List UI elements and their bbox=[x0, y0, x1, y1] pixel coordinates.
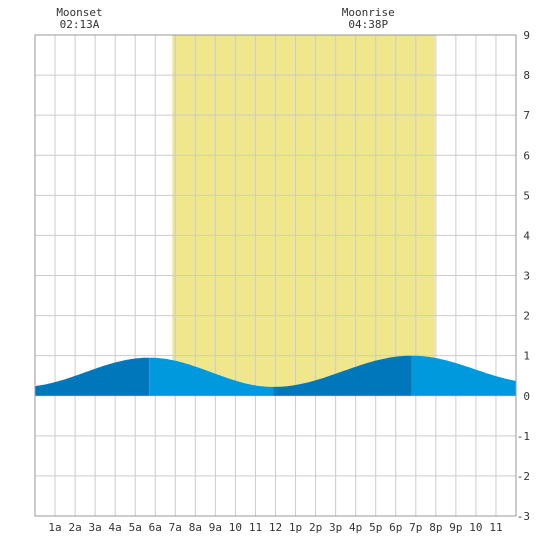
y-tick-label: 8 bbox=[523, 69, 530, 82]
y-tick-label: -2 bbox=[517, 470, 530, 483]
x-tick-label: 10 bbox=[229, 521, 242, 534]
y-tick-labels: -3 -2 -1 0 1 2 3 4 5 6 7 8 9 bbox=[517, 29, 531, 523]
x-tick-label: 5a bbox=[129, 521, 142, 534]
y-tick-label: 3 bbox=[523, 270, 530, 283]
x-tick-label: 12 bbox=[269, 521, 282, 534]
x-tick-label: 9a bbox=[209, 521, 222, 534]
tide-area-rising bbox=[35, 357, 150, 396]
x-tick-label: 7p bbox=[409, 521, 422, 534]
tide-area-falling bbox=[149, 357, 274, 396]
x-tick-label: 6a bbox=[149, 521, 162, 534]
moon-event-time: 02:13A bbox=[60, 18, 100, 31]
moon-event-label: Moonset bbox=[56, 6, 102, 19]
y-tick-label: 7 bbox=[523, 109, 530, 122]
y-tick-label: 1 bbox=[523, 350, 530, 363]
y-tick-label: 2 bbox=[523, 310, 530, 323]
y-tick-label: -1 bbox=[517, 430, 530, 443]
daylight-band-layer bbox=[172, 35, 435, 396]
y-tick-label: 4 bbox=[523, 229, 530, 242]
x-tick-label: 5p bbox=[369, 521, 382, 534]
y-tick-label: 9 bbox=[523, 29, 530, 42]
x-tick-label: 8a bbox=[189, 521, 202, 534]
x-tick-label: 11 bbox=[489, 521, 502, 534]
y-tick-label: 6 bbox=[523, 149, 530, 162]
y-tick-label: -3 bbox=[517, 510, 530, 523]
x-tick-label: 4a bbox=[109, 521, 122, 534]
x-tick-label: 2a bbox=[68, 521, 81, 534]
x-tick-label: 9p bbox=[449, 521, 462, 534]
tide-area-layer bbox=[35, 355, 516, 396]
x-tick-label: 11 bbox=[249, 521, 262, 534]
moon-event-label: Moonrise bbox=[342, 6, 395, 19]
tide-area-falling bbox=[411, 355, 516, 396]
x-tick-label: 4p bbox=[349, 521, 362, 534]
moon-event-time: 04:38P bbox=[348, 18, 388, 31]
x-tick-label: 10 bbox=[469, 521, 482, 534]
x-tick-label: 7a bbox=[169, 521, 182, 534]
x-tick-label: 3a bbox=[89, 521, 102, 534]
daylight-band bbox=[172, 35, 435, 396]
x-tick-label: 8p bbox=[429, 521, 442, 534]
x-tick-labels: 1a 2a 3a 4a 5a 6a 7a 8a 9a 10 11 12 1p 2p 3p 4p 5p 6p 7p 8p… bbox=[48, 521, 502, 534]
x-tick-label: 6p bbox=[389, 521, 402, 534]
y-tick-label: 0 bbox=[523, 390, 530, 403]
grid-lines bbox=[35, 34, 516, 517]
plot-frame bbox=[34, 34, 517, 517]
x-tick-label: 3p bbox=[329, 521, 342, 534]
x-tick-label: 2p bbox=[309, 521, 322, 534]
y-tick-label: 5 bbox=[523, 189, 530, 202]
x-tick-label: 1p bbox=[289, 521, 302, 534]
tide-area-rising bbox=[273, 355, 412, 396]
x-tick-label: 1a bbox=[48, 521, 61, 534]
